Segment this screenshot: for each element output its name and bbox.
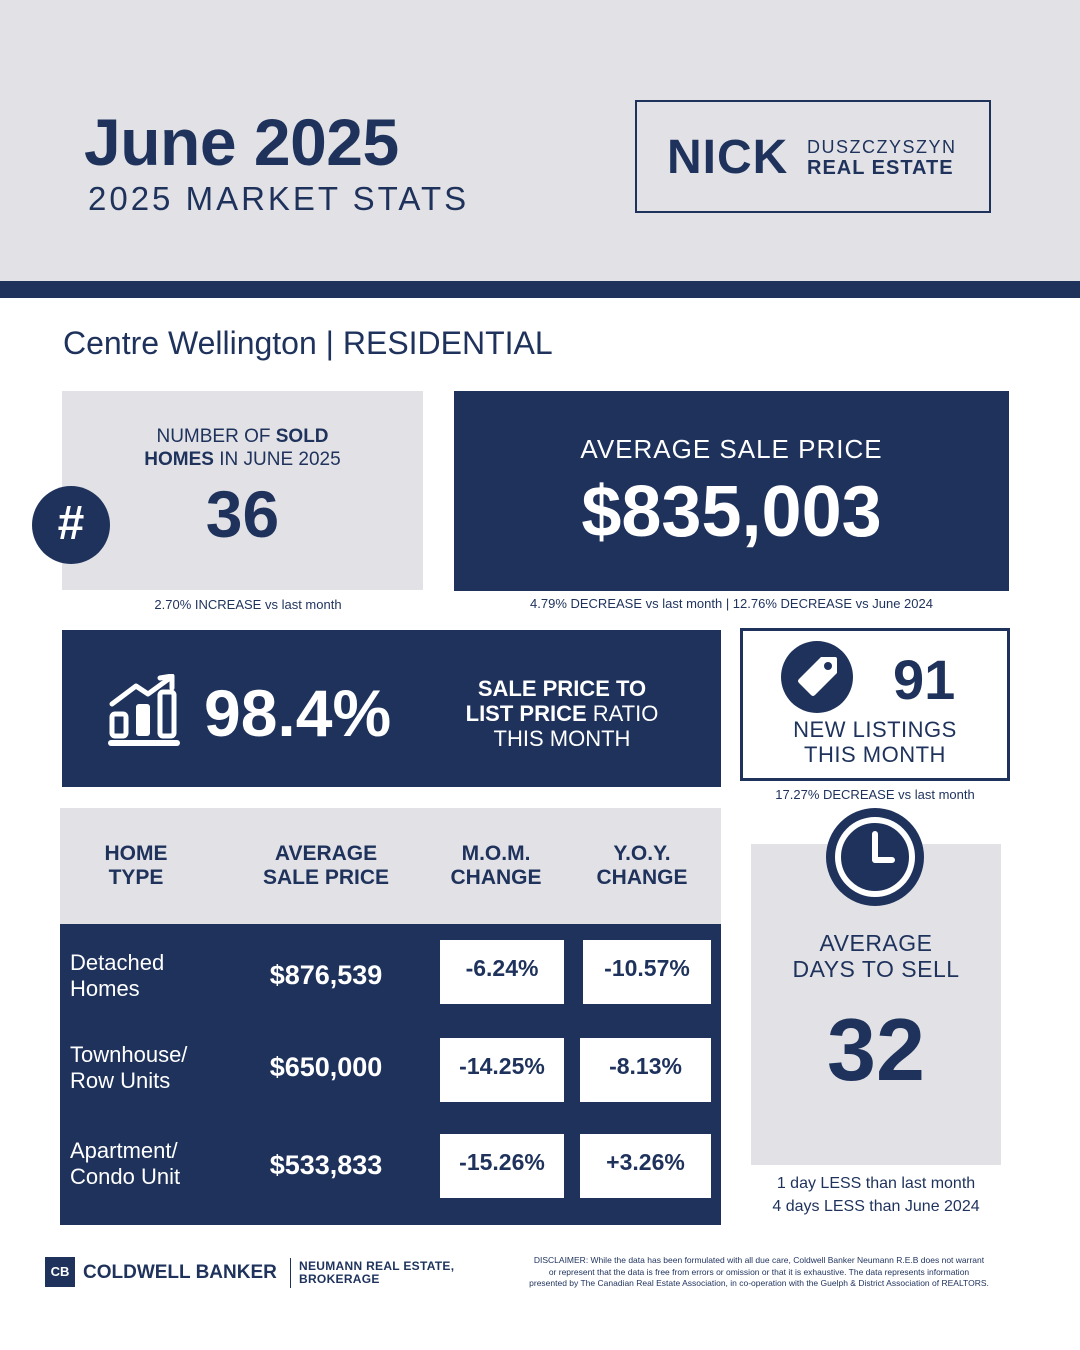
row-home-type: Apartment/ Condo Unit: [70, 1138, 180, 1190]
page-title: June 2025: [84, 105, 399, 179]
row-mom-change: -6.24%: [440, 940, 564, 1004]
ratio-label-post: RATIO: [586, 701, 659, 726]
column-header-yoy-change: Y.O.Y. CHANGE: [580, 842, 704, 890]
page-subtitle: 2025 MARKET STATS: [88, 180, 470, 217]
column-header-line: SALE PRICE: [262, 866, 390, 889]
home-type-line: Row Units: [70, 1068, 171, 1093]
brokerage-name: NEUMANN REAL ESTATE, BROKERAGE: [299, 1260, 454, 1286]
disclaimer-text: DISCLAIMER: While the data has been form…: [476, 1255, 1042, 1290]
days-to-sell-label: AVERAGE DAYS TO SELL: [751, 930, 1001, 982]
price-tag-icon-graphic: [798, 657, 837, 696]
sold-homes-value: 36: [205, 477, 280, 551]
sale-to-list-ratio-value: 98.4%: [204, 676, 392, 750]
home-type-line: Condo Unit: [70, 1164, 181, 1189]
sold-label-pre: NUMBER OF: [156, 426, 276, 447]
price-tag-icon: [781, 641, 853, 713]
clock-icon-graphic: [835, 817, 915, 897]
average-sale-price-card: AVERAGE SALE PRICE $835,003: [454, 391, 1009, 591]
brokerage-line1: NEUMANN REAL ESTATE,: [299, 1259, 455, 1273]
column-header-line: AVERAGE: [274, 842, 378, 865]
header-divider-bar: [0, 281, 1080, 298]
ratio-label-line3: THIS MONTH: [493, 726, 631, 751]
column-header-line: TYPE: [108, 866, 164, 889]
sold-homes-card: NUMBER OF SOLD HOMES IN JUNE 2025: [62, 391, 423, 590]
home-type-line: Homes: [70, 976, 140, 1001]
row-yoy-change: -8.13%: [580, 1038, 711, 1102]
brand-logo-box: NICK DUSZCZYSZYN REAL ESTATE: [635, 100, 991, 213]
hash-icon: #: [32, 486, 110, 564]
disclaimer-line: or represent that the data is free from …: [548, 1266, 970, 1277]
column-header-line: M.O.M.: [461, 842, 531, 865]
sold-label-bold2: HOMES: [144, 449, 214, 470]
table-body: Detached Homes $876,539 -6.24% -10.57% T…: [60, 924, 721, 1225]
column-header-line: CHANGE: [450, 866, 542, 889]
average-sale-price-note: 4.79% DECREASE vs last month | 12.76% DE…: [530, 596, 933, 611]
sold-homes-note: 2.70% INCREASE vs last month: [154, 597, 342, 612]
brand-surname: DUSZCZYSZYN: [807, 137, 957, 157]
column-header-average-price: AVERAGE SALE PRICE: [242, 842, 410, 890]
brand-tagline: REAL ESTATE: [807, 157, 954, 179]
days-label-line2: DAYS TO SELL: [792, 956, 960, 982]
sold-label-bold1: SOLD: [275, 426, 329, 447]
clock-icon: [826, 808, 924, 906]
sale-to-list-ratio-card: 98.4% SALE PRICE TO LIST PRICE RATIO THI…: [62, 630, 721, 787]
days-note-line1: 1 day LESS than last month: [776, 1175, 976, 1192]
row-yoy-change: -10.57%: [583, 940, 711, 1004]
days-to-sell-value: 32: [827, 1000, 925, 1099]
new-listings-note: 17.27% DECREASE vs last month: [775, 787, 975, 802]
row-mom-change: -14.25%: [440, 1038, 564, 1102]
row-home-type: Detached Homes: [70, 950, 164, 1002]
home-type-line: Apartment/: [70, 1138, 178, 1163]
row-average-price: $876,539: [269, 960, 383, 990]
disclaimer-line: DISCLAIMER: While the data has been form…: [533, 1255, 985, 1265]
brokerage-line2: BROKERAGE: [299, 1272, 380, 1286]
sold-label-post: IN JUNE 2025: [213, 449, 341, 470]
new-listings-value: 91: [893, 648, 956, 711]
disclaimer-line: presented by The Canadian Real Estate As…: [529, 1278, 989, 1288]
row-mom-change: -15.26%: [440, 1134, 564, 1198]
brokerage-brand-name: COLDWELL BANKER: [83, 1262, 277, 1283]
sold-homes-label: NUMBER OF SOLD HOMES IN JUNE 2025: [62, 425, 423, 471]
section-title: Centre Wellington | RESIDENTIAL: [63, 325, 553, 361]
listings-label-line2: THIS MONTH: [804, 742, 946, 767]
listings-label-line1: NEW LISTINGS: [793, 717, 957, 742]
ratio-label-bold1: SALE PRICE TO: [477, 676, 647, 701]
home-type-line: Townhouse/: [70, 1042, 188, 1067]
days-label-line1: AVERAGE: [819, 930, 933, 956]
footer-divider: [290, 1258, 291, 1288]
brand-first-name: NICK: [667, 131, 789, 184]
sale-to-list-ratio-label: SALE PRICE TO LIST PRICE RATIO THIS MONT…: [442, 676, 682, 751]
growth-chart-icon: [108, 674, 180, 746]
days-to-sell-note: 1 day LESS than last month 4 days LESS t…: [736, 1172, 1016, 1218]
average-sale-price-value: $835,003: [581, 472, 882, 552]
column-header-line: CHANGE: [596, 866, 688, 889]
column-header-home-type: HOME TYPE: [78, 842, 194, 890]
home-type-line: Detached: [70, 950, 165, 975]
new-listings-label: NEW LISTINGS THIS MONTH: [743, 717, 1007, 767]
ratio-label-bold2: LIST PRICE: [465, 701, 587, 726]
new-listings-card: 91 NEW LISTINGS THIS MONTH: [740, 628, 1010, 781]
column-header-line: Y.O.Y.: [613, 842, 671, 865]
coldwell-banker-logo-icon: CB: [45, 1257, 75, 1287]
days-note-line2: 4 days LESS than June 2024: [772, 1198, 980, 1215]
row-home-type: Townhouse/ Row Units: [70, 1042, 187, 1094]
column-header-line: HOME: [104, 842, 168, 865]
header-band: [0, 0, 1080, 281]
row-yoy-change: +3.26%: [580, 1134, 711, 1198]
column-header-mom-change: M.O.M. CHANGE: [432, 842, 560, 890]
row-average-price: $650,000: [269, 1052, 383, 1082]
table-header: HOME TYPE AVERAGE SALE PRICE M.O.M. CHAN…: [60, 808, 721, 924]
average-sale-price-label: AVERAGE SALE PRICE: [580, 434, 883, 464]
row-average-price: $533,833: [269, 1150, 383, 1180]
